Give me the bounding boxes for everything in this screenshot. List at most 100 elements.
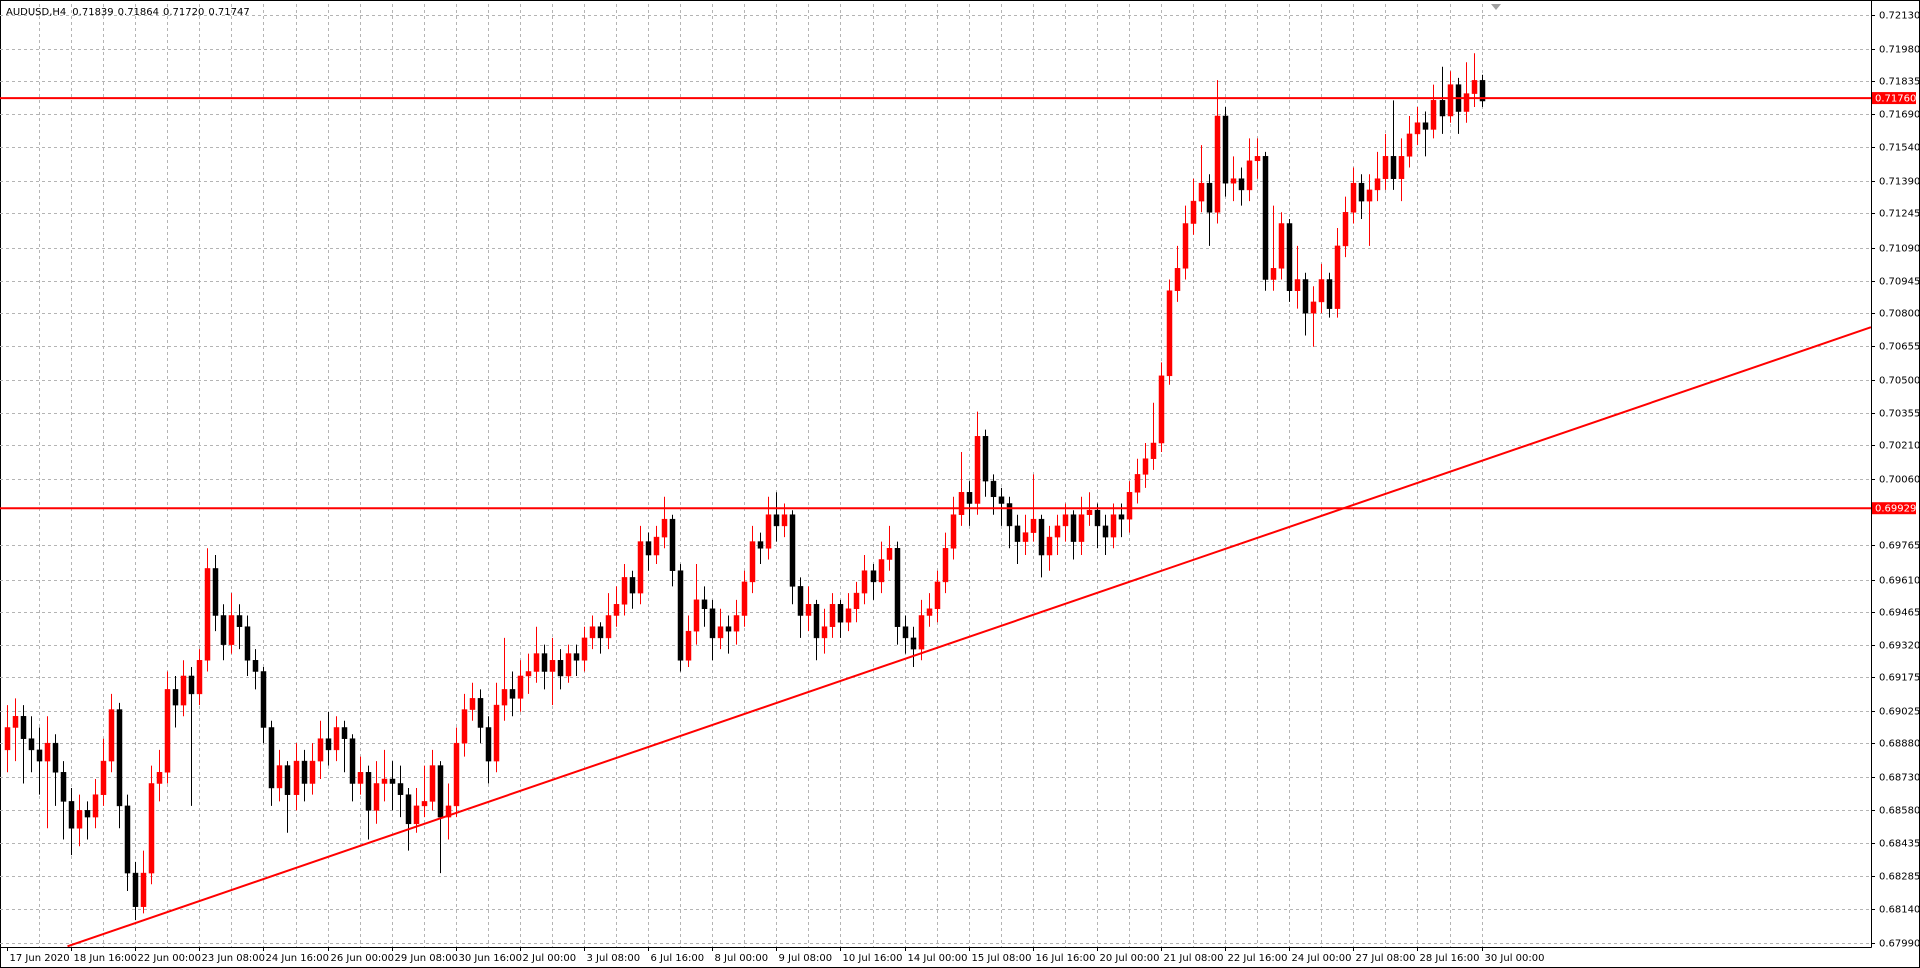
candle-body bbox=[982, 436, 989, 482]
candle-body bbox=[693, 599, 700, 632]
candle-body bbox=[188, 675, 195, 695]
candle-body bbox=[573, 653, 580, 661]
candle-body bbox=[1198, 182, 1205, 202]
candle-body bbox=[1318, 279, 1325, 303]
candle-body bbox=[621, 577, 628, 605]
open-label: 0.71839 bbox=[72, 7, 113, 18]
candle-body bbox=[805, 604, 812, 616]
candle-body bbox=[437, 765, 444, 818]
candle-body bbox=[1334, 245, 1341, 309]
candle-body bbox=[493, 704, 500, 762]
candle-body bbox=[1254, 156, 1261, 162]
candle-body bbox=[637, 541, 644, 594]
candle-body bbox=[1406, 133, 1413, 157]
candle-body bbox=[28, 738, 35, 751]
x-tick-label: 22 Jul 16:00 bbox=[1228, 953, 1288, 964]
candle-body bbox=[1430, 100, 1437, 130]
candle-body bbox=[1206, 182, 1213, 213]
candle-body bbox=[1062, 514, 1069, 527]
candle-body bbox=[741, 581, 748, 616]
y-tick-label: 0.70500 bbox=[1879, 376, 1920, 387]
x-tick-label: 23 Jun 08:00 bbox=[202, 953, 266, 964]
y-tick-label: 0.71980 bbox=[1879, 45, 1920, 56]
level-label: 0.71760 bbox=[1875, 94, 1916, 105]
x-tick-label: 18 Jun 16:00 bbox=[74, 953, 138, 964]
x-tick-label: 30 Jul 00:00 bbox=[1485, 953, 1545, 964]
candle-body bbox=[845, 608, 852, 623]
candle-body bbox=[605, 615, 612, 639]
candle-body bbox=[886, 548, 893, 560]
y-tick-label: 0.68880 bbox=[1879, 739, 1920, 750]
candle-body bbox=[1366, 189, 1373, 202]
candle-body bbox=[373, 783, 380, 811]
x-tick-label: 29 Jun 08:00 bbox=[395, 953, 459, 964]
y-tick-label: 0.71245 bbox=[1879, 209, 1920, 220]
y-tick-label: 0.68285 bbox=[1879, 872, 1920, 883]
candle-body bbox=[1030, 518, 1037, 533]
candle-body bbox=[861, 570, 868, 594]
candle-body bbox=[781, 514, 788, 527]
candle-body bbox=[661, 518, 668, 538]
candle-body bbox=[1014, 525, 1021, 542]
x-tick-label: 17 Jun 2020 bbox=[10, 953, 70, 964]
candle-body bbox=[212, 568, 219, 616]
candle-body bbox=[677, 570, 684, 661]
candle-body bbox=[509, 689, 516, 699]
candle-body bbox=[260, 671, 267, 728]
candle-body bbox=[501, 689, 508, 706]
candle-body bbox=[1182, 223, 1189, 269]
candle-body bbox=[421, 801, 428, 807]
candle-body bbox=[813, 604, 820, 639]
candle-body bbox=[1190, 200, 1197, 224]
candle-body bbox=[365, 772, 372, 811]
candle-body bbox=[1447, 84, 1454, 117]
symbol: AUDUSD,H4 bbox=[6, 7, 66, 18]
y-tick-label: 0.69320 bbox=[1879, 641, 1920, 652]
candle-body bbox=[1150, 442, 1157, 459]
candle-body bbox=[389, 778, 396, 784]
candle-body bbox=[1054, 525, 1061, 538]
x-tick-label: 6 Jul 16:00 bbox=[651, 953, 705, 964]
candle-body bbox=[1046, 536, 1053, 556]
y-tick-label: 0.67990 bbox=[1879, 939, 1920, 950]
candle-body bbox=[589, 626, 596, 639]
candle-body bbox=[1022, 532, 1029, 542]
x-tick-label: 14 Jul 00:00 bbox=[908, 953, 968, 964]
candle-body bbox=[349, 738, 356, 784]
candle-body bbox=[902, 626, 909, 639]
candle-body bbox=[333, 727, 340, 751]
candle-body bbox=[36, 749, 43, 762]
candle-body bbox=[12, 716, 19, 728]
candle-body bbox=[1262, 156, 1269, 280]
candle-body bbox=[1463, 93, 1470, 112]
candle-body bbox=[557, 660, 564, 677]
candle-body bbox=[284, 765, 291, 795]
candle-body bbox=[549, 660, 556, 672]
y-tick-label: 0.71540 bbox=[1879, 143, 1920, 154]
level-label: 0.69929 bbox=[1875, 504, 1916, 515]
candle-body bbox=[1439, 100, 1446, 117]
candle-body bbox=[918, 615, 925, 650]
level-label-box bbox=[1872, 502, 1916, 515]
candle-body bbox=[926, 608, 933, 616]
candle-body bbox=[1102, 525, 1109, 538]
candle-body bbox=[116, 709, 123, 807]
y-tick-label: 0.70800 bbox=[1879, 309, 1920, 320]
candle-body bbox=[236, 615, 243, 627]
y-tick-label: 0.71690 bbox=[1879, 110, 1920, 121]
candle-body bbox=[485, 727, 492, 762]
candle-body bbox=[124, 805, 131, 874]
candle-body bbox=[613, 604, 620, 616]
candle-body bbox=[293, 760, 300, 795]
candle-body bbox=[1238, 178, 1245, 191]
candle-body bbox=[797, 586, 804, 616]
candle-body bbox=[765, 514, 772, 549]
candle-body bbox=[1094, 509, 1101, 527]
y-tick-label: 0.68140 bbox=[1879, 905, 1920, 916]
candle-body bbox=[653, 536, 660, 556]
close-label: 0.71747 bbox=[208, 7, 249, 18]
candle-body bbox=[870, 570, 877, 583]
candle-body bbox=[84, 810, 91, 818]
